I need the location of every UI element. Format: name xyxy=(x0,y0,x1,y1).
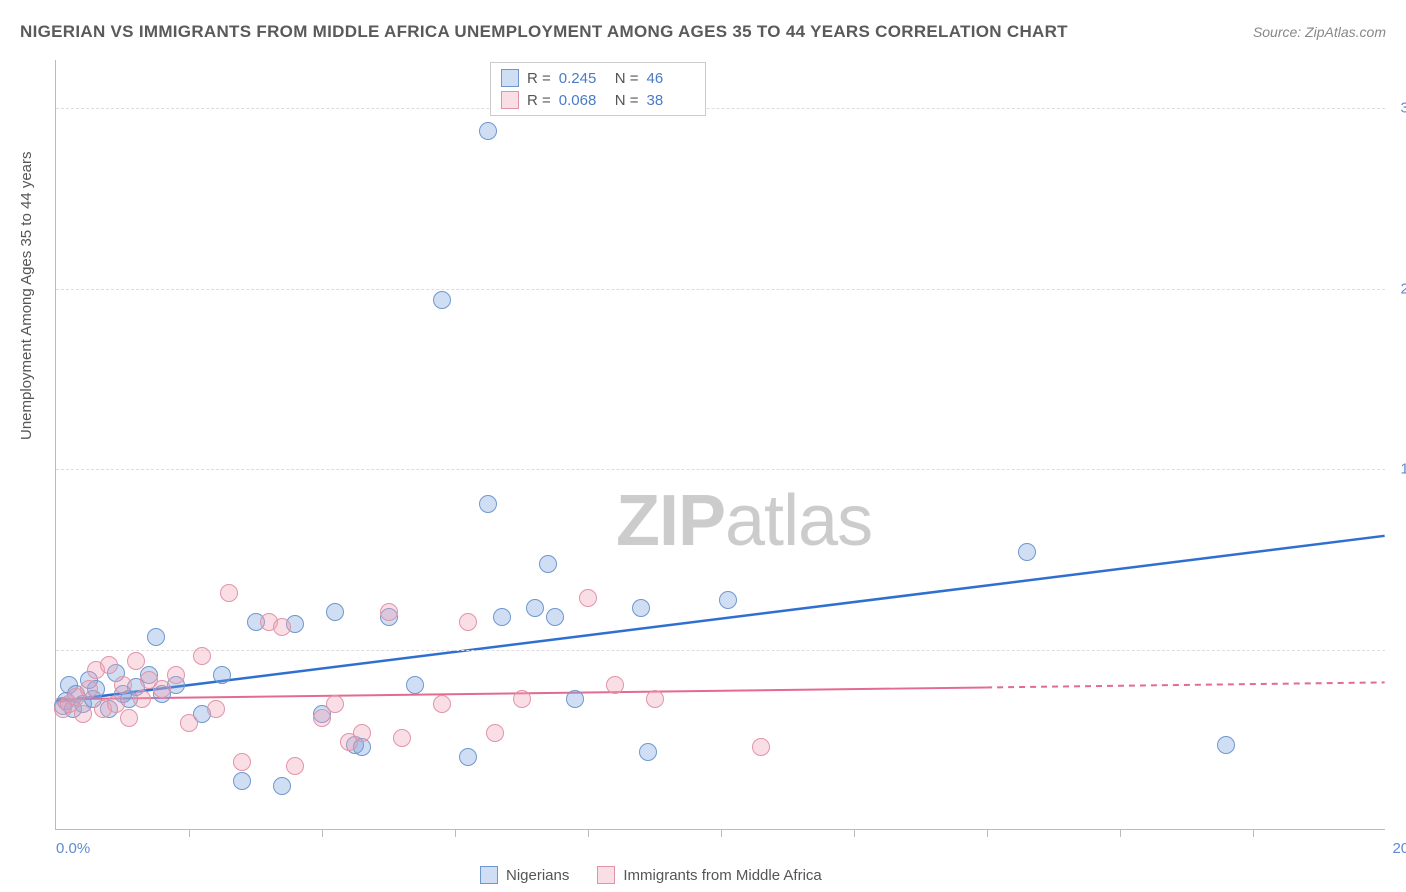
r-value: 0.068 xyxy=(559,92,607,109)
data-point xyxy=(459,748,477,766)
n-value: 38 xyxy=(647,92,695,109)
data-point xyxy=(719,591,737,609)
data-point xyxy=(107,695,125,713)
n-label: N = xyxy=(615,92,639,109)
data-point xyxy=(193,647,211,665)
r-label: R = xyxy=(527,70,551,87)
data-point xyxy=(120,709,138,727)
chart-title: NIGERIAN VS IMMIGRANTS FROM MIDDLE AFRIC… xyxy=(20,22,1068,42)
data-point xyxy=(752,738,770,756)
data-point xyxy=(632,599,650,617)
data-point xyxy=(313,709,331,727)
data-point xyxy=(100,656,118,674)
data-point xyxy=(207,700,225,718)
data-point xyxy=(493,608,511,626)
n-label: N = xyxy=(615,70,639,87)
data-point xyxy=(606,676,624,694)
data-point xyxy=(353,724,371,742)
x-tick-label: 0.0% xyxy=(56,840,90,857)
data-point xyxy=(459,613,477,631)
data-point xyxy=(326,603,344,621)
series-legend: Nigerians Immigrants from Middle Africa xyxy=(480,866,822,884)
series-name: Nigerians xyxy=(506,867,569,884)
data-point xyxy=(479,495,497,513)
data-point xyxy=(393,729,411,747)
x-tick xyxy=(721,829,722,837)
data-point xyxy=(273,777,291,795)
legend-swatch xyxy=(501,69,519,87)
correlation-legend-row: R = 0.245 N = 46 xyxy=(501,67,695,89)
y-tick-label: 30.0% xyxy=(1400,100,1406,117)
y-axis-label: Unemployment Among Ages 35 to 44 years xyxy=(18,151,35,440)
series-legend-item: Nigerians xyxy=(480,866,569,884)
series-legend-item: Immigrants from Middle Africa xyxy=(597,866,821,884)
x-tick xyxy=(455,829,456,837)
data-point xyxy=(326,695,344,713)
data-point xyxy=(213,666,231,684)
data-point xyxy=(147,628,165,646)
data-point xyxy=(380,603,398,621)
data-point xyxy=(646,690,664,708)
data-point xyxy=(513,690,531,708)
data-point xyxy=(639,743,657,761)
data-point xyxy=(180,714,198,732)
data-point xyxy=(153,680,171,698)
y-tick-label: 22.5% xyxy=(1400,280,1406,297)
data-point xyxy=(273,618,291,636)
series-name: Immigrants from Middle Africa xyxy=(623,867,821,884)
data-point xyxy=(546,608,564,626)
x-tick xyxy=(588,829,589,837)
data-point xyxy=(220,584,238,602)
x-tick xyxy=(987,829,988,837)
gridline-horizontal xyxy=(56,289,1385,290)
data-point xyxy=(1018,543,1036,561)
data-point xyxy=(127,652,145,670)
gridline-horizontal xyxy=(56,469,1385,470)
legend-swatch xyxy=(597,866,615,884)
gridline-horizontal xyxy=(56,650,1385,651)
data-point xyxy=(80,680,98,698)
data-point xyxy=(479,122,497,140)
data-point xyxy=(579,589,597,607)
r-label: R = xyxy=(527,92,551,109)
data-point xyxy=(486,724,504,742)
gridline-horizontal xyxy=(56,108,1385,109)
data-point xyxy=(1217,736,1235,754)
data-point xyxy=(133,690,151,708)
x-tick xyxy=(1120,829,1121,837)
data-point xyxy=(233,753,251,771)
data-point xyxy=(406,676,424,694)
x-tick xyxy=(322,829,323,837)
x-tick-label: 20.0% xyxy=(1392,840,1406,857)
correlation-legend: R = 0.245 N = 46 R = 0.068 N = 38 xyxy=(490,62,706,116)
data-point xyxy=(167,666,185,684)
data-point xyxy=(233,772,251,790)
n-value: 46 xyxy=(647,70,695,87)
correlation-legend-row: R = 0.068 N = 38 xyxy=(501,89,695,111)
legend-swatch xyxy=(480,866,498,884)
data-point xyxy=(74,705,92,723)
data-point xyxy=(539,555,557,573)
x-tick xyxy=(854,829,855,837)
y-tick-label: 15.0% xyxy=(1400,461,1406,478)
data-point xyxy=(114,676,132,694)
x-tick xyxy=(189,829,190,837)
legend-swatch xyxy=(501,91,519,109)
data-point xyxy=(286,757,304,775)
data-point xyxy=(526,599,544,617)
trend-lines-svg xyxy=(56,60,1385,829)
data-point xyxy=(566,690,584,708)
source-attribution: Source: ZipAtlas.com xyxy=(1253,24,1386,40)
r-value: 0.245 xyxy=(559,70,607,87)
chart-plot-area: ZIPatlas 7.5%15.0%22.5%30.0%0.0%20.0% xyxy=(55,60,1385,830)
data-point xyxy=(433,291,451,309)
x-tick xyxy=(1253,829,1254,837)
data-point xyxy=(433,695,451,713)
